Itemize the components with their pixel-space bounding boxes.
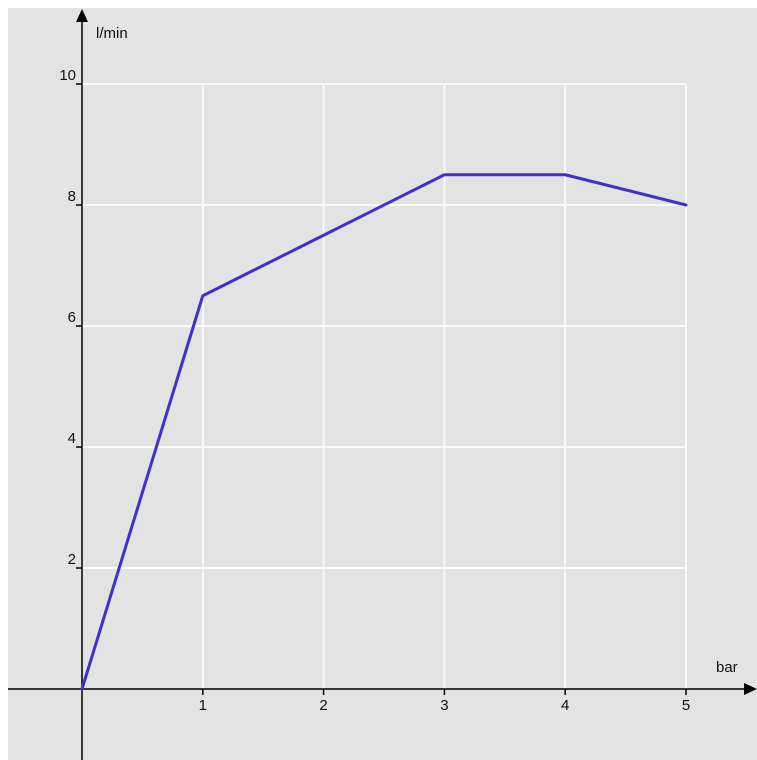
x-tick-label: 1: [199, 697, 207, 714]
y-axis-label: l/min: [96, 25, 128, 42]
x-tick-label: 4: [561, 697, 569, 714]
axes: [8, 9, 757, 760]
labels: l/min bar 1 2 3 4 5 2 4 6 8 10: [59, 25, 737, 714]
x-axis-arrow-icon: [744, 683, 757, 695]
x-tick-label: 5: [682, 697, 690, 714]
y-tick-label: 10: [59, 67, 76, 84]
series-layer: [80, 173, 688, 691]
y-axis-arrow-icon: [76, 9, 88, 22]
y-tick-label: 6: [68, 309, 76, 326]
series-line-0: [80, 173, 688, 691]
plot-background: [8, 8, 757, 760]
x-axis-label: bar: [716, 659, 738, 676]
y-tick-label: 8: [68, 188, 76, 205]
y-tick-label: 2: [68, 551, 76, 568]
y-tick-label: 4: [68, 430, 76, 447]
x-tick-label: 3: [440, 697, 448, 714]
x-tick-label: 2: [319, 697, 327, 714]
